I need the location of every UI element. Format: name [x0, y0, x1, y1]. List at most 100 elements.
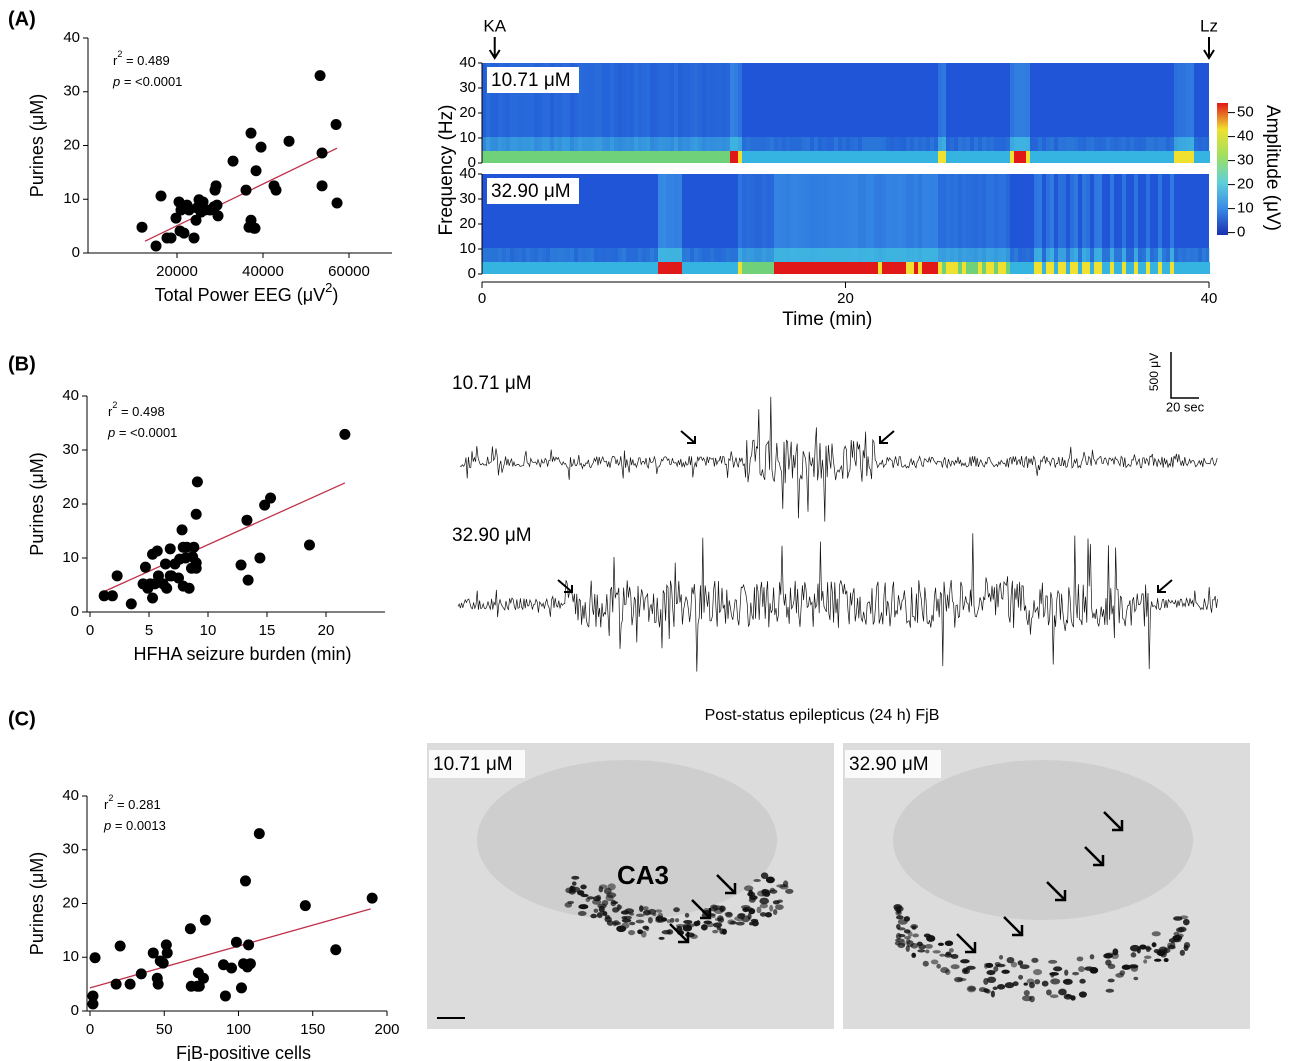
- spectrogram-cell: [1086, 151, 1090, 163]
- spectrogram-cell: [666, 63, 670, 163]
- spectrogram-cell: [986, 262, 990, 274]
- stained-cell: [606, 892, 617, 898]
- stained-cell: [1019, 964, 1030, 970]
- spectrogram-cell: [834, 248, 838, 262]
- eeg-trace: [459, 396, 1218, 522]
- spectrogram-cell: [1082, 151, 1086, 163]
- spectrogram-cell: [1058, 137, 1062, 151]
- spectrogram-cell: [850, 262, 854, 274]
- spectrogram-cell: [866, 151, 870, 163]
- spectrogram-cell: [1086, 248, 1090, 262]
- spectrogram-cell: [1178, 63, 1182, 163]
- spectrogram-cell: [874, 151, 878, 163]
- stained-cell: [1107, 978, 1115, 983]
- spectrogram-cell: [1186, 262, 1190, 274]
- spectrogram-cell: [598, 262, 602, 274]
- stained-cell: [1066, 994, 1071, 998]
- spectrogram-cell: [526, 151, 530, 163]
- stained-cell: [1012, 981, 1019, 987]
- spectrogram-cell: [542, 262, 546, 274]
- spectrogram-cell: [802, 174, 806, 274]
- spectrogram-cell: [1114, 151, 1118, 163]
- data-point: [124, 978, 136, 990]
- spectrogram-cell: [490, 262, 494, 274]
- stained-cell: [721, 928, 727, 935]
- spectrogram-cell: [862, 137, 866, 151]
- spectrogram-cell: [590, 248, 594, 262]
- stat-symbol: p: [107, 425, 115, 440]
- spectrogram-cell: [506, 137, 510, 151]
- x-tick-label: 20000: [156, 263, 198, 280]
- data-point: [165, 232, 177, 244]
- spectrogram-cell: [938, 151, 942, 163]
- stained-cell: [735, 921, 745, 926]
- spectrogram-cell: [754, 262, 758, 274]
- spectrogram-cell: [658, 174, 662, 274]
- spectrogram-cell: [1046, 137, 1050, 151]
- spectrogram-cell: [614, 151, 618, 163]
- spectrogram-cell: [490, 63, 494, 163]
- stained-cell: [950, 964, 960, 970]
- spectrogram-cell: [518, 248, 522, 262]
- stat-annotation: p = <0.0001: [112, 74, 182, 89]
- stained-cell: [948, 948, 954, 953]
- spectrogram-cell: [530, 248, 534, 262]
- spectrogram-cell: [906, 248, 910, 262]
- stained-cell: [961, 967, 971, 975]
- stained-cell: [1170, 941, 1176, 948]
- spectrogram-cell: [762, 151, 766, 163]
- spectrogram-cell: [710, 63, 714, 163]
- stained-cell: [937, 942, 944, 946]
- image-label-bg: [429, 750, 525, 778]
- spectrogram-cell: [1206, 262, 1210, 274]
- stained-cell: [712, 922, 723, 928]
- trace-label: 10.71 μM: [452, 373, 532, 394]
- y-axis-label: Frequency (Hz): [436, 105, 457, 236]
- spectrogram-cell: [1190, 63, 1194, 163]
- stained-cell: [1105, 959, 1112, 966]
- spectrogram-cell: [1154, 137, 1158, 151]
- spectrogram-cell: [926, 262, 930, 274]
- spectrogram-cell: [1098, 248, 1102, 262]
- stained-cell: [706, 922, 715, 928]
- spectrogram-cell: [514, 248, 518, 262]
- spectrogram-cell: [770, 137, 774, 151]
- stained-cell: [1133, 976, 1139, 981]
- spectrogram-cell: [1034, 262, 1038, 274]
- spectrogram-cell: [858, 262, 862, 274]
- spectrogram-cell: [970, 137, 974, 151]
- spectrogram-cell: [1030, 262, 1034, 274]
- spectrogram-cell: [662, 248, 666, 262]
- spectrogram-cell: [1090, 137, 1094, 151]
- spectrogram-cell: [974, 262, 978, 274]
- spectrogram-cell: [842, 151, 846, 163]
- data-point: [316, 180, 328, 192]
- stained-cell: [1063, 978, 1073, 985]
- spectrogram-cell: [666, 151, 670, 163]
- stained-cell: [1115, 972, 1124, 978]
- spectrogram-cell: [522, 137, 526, 151]
- spectrogram-cell: [714, 137, 718, 151]
- spectrogram-cell: [966, 151, 970, 163]
- data-point: [190, 562, 202, 574]
- spectrogram-cell: [1106, 137, 1110, 151]
- spectrogram-cell: [662, 151, 666, 163]
- spectrogram-cell: [746, 137, 750, 151]
- x-tick-label: 50: [156, 1021, 173, 1038]
- spectrogram-cell: [1206, 137, 1210, 151]
- spectrogram-cell: [962, 137, 966, 151]
- stained-cell: [1089, 967, 1099, 974]
- spectrogram-cell: [1110, 248, 1114, 262]
- data-point: [147, 592, 159, 604]
- spectrogram-cell: [1190, 248, 1194, 262]
- spectrogram-cell: [518, 63, 522, 163]
- spectrogram-cell: [1126, 262, 1130, 274]
- spectrogram-cell: [1058, 151, 1062, 163]
- spectrogram-cell: [1126, 137, 1130, 151]
- spectrogram-cell: [682, 137, 686, 151]
- spectrogram-cell: [614, 262, 618, 274]
- spectrogram-cell: [698, 262, 702, 274]
- data-point: [136, 221, 148, 233]
- stained-cell: [1004, 982, 1015, 989]
- data-point: [87, 990, 99, 1002]
